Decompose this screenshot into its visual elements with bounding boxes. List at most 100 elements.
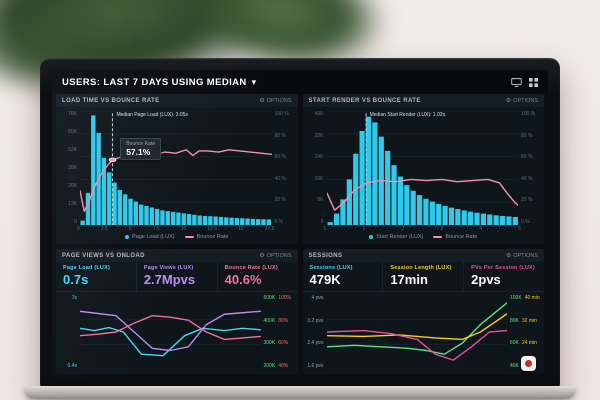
axis-tick: 80% [278,317,289,324]
metric-label: PVs Per Session (LUX) [471,265,535,271]
axis-tick: 200K [263,362,276,369]
y-axis-right: 100 % 80 % 60 % 40 % 20 % 0 % [272,111,296,225]
grid-icon[interactable] [529,77,538,87]
axis-tick: 100 % [274,111,289,117]
axis-tick: 3.2 pvs [307,317,324,324]
axis-tick: 8K [317,197,324,204]
axis-tick: 78K [68,111,77,117]
axis-tick: 5 [518,226,521,232]
metric-page-load: Page Load (LUX) 0.7s [56,262,136,291]
axis-tick: 52K [68,147,77,153]
axis-tick: 2.4 pvs [307,340,324,347]
gear-icon: ⚙ [259,98,265,104]
axis-tick: 2 [401,226,405,232]
options-label: OPTIONS [266,97,292,104]
metric-label: Session Length (LUX) [390,265,452,271]
metric-pvs-per-session: PVs Per Session (LUX) 2pvs [463,262,544,291]
metric-bounce-rate: Bounce Rate (LUX) 40.6% [216,262,298,291]
axis-tick-row: 40K [510,363,542,369]
median-annotation: Median Start Render (LUX): 1.02s [369,112,446,118]
legend: Start Render (LUX) Bounce Rate [303,232,545,244]
axis-tick: 2.5 [100,226,108,232]
axis-tick: 5 [128,226,132,232]
bounce-rate-tooltip: Bounce Rate 57.1% [120,138,162,161]
axis-tick: 10 [180,226,187,232]
axis-tick-row: 60K 24 min [510,340,542,346]
plot-area [80,295,261,369]
x-axis: 0 2.5 5 7.5 10 12.5 15 17.5 [77,226,275,232]
options-label: OPTIONS [513,97,538,104]
axis-tick: 60K [510,340,519,347]
options-button[interactable]: ⚙ OPTIONS [506,97,538,105]
panel-title: START RENDER VS BOUNCE RATE [308,97,421,104]
metric-value: 479K [309,272,341,287]
axis-tick: 24 min [521,340,537,347]
axis-tick: 7s [71,295,77,301]
axis-tick: 32 min [521,317,537,324]
axis-tick-row: 300K 60% [264,340,296,346]
y-axis-left: 4 pvs 3.2 pvs 2.4 pvs 1.6 pvs [307,295,327,369]
metric-label: Page Views (LUX) [143,265,194,271]
metric-value: 2pvs [471,272,501,287]
axis-tick: 65K [68,129,77,135]
axis-tick: 1 [362,226,366,232]
axis-tick: 40K [314,111,324,117]
metric-value: 0.7s [63,272,89,287]
axis-tick: 40 % [521,175,533,182]
axis-tick-row: 80K 32 min [510,318,542,324]
median-annotation: Median Page Load (LUX): 3.05s [116,112,188,118]
options-button[interactable]: ⚙ OPTIONS [259,97,292,105]
panel-header: SESSIONS ⚙ OPTIONS [302,249,544,262]
display-icon[interactable] [511,77,522,87]
panel-page-views-vs-onload: PAGE VIEWS VS ONLOAD ⚙ OPTIONS Page Load … [56,249,298,374]
axis-tick: 80 % [521,132,533,139]
y-axis-right: 100K 40 min 80K 32 min 60K 24 min 40K [507,295,542,369]
laptop: USERS: LAST 7 DAYS USING MEDIAN ▾ LOAD T… [40,58,560,388]
chevron-down-icon[interactable]: ▾ [251,76,257,87]
legend-line-icon [184,236,194,238]
legend-label: Bounce Rate [196,234,229,240]
page-views-chart [80,295,261,369]
panel-load-time-vs-bounce: LOAD TIME VS BOUNCE RATE ⚙ OPTIONS 78K 65K… [56,94,298,244]
metric-strip: Sessions (LUX) 479K Session Length (LUX)… [302,262,544,292]
legend-line-icon [433,236,443,238]
axis-tick: 16K [314,175,324,182]
axis-tick: 80 % [274,132,286,139]
plot-area: Median Page Load (LUX): 3.05s Bounce Rat… [80,111,272,225]
options-label: OPTIONS [513,252,538,259]
metric-value: 17min [390,272,428,287]
legend-label: Bounce Rate [445,234,478,240]
plot-area [327,295,508,369]
axis-tick: 20 % [521,197,533,204]
axis-tick: 1.6 pvs [307,362,324,369]
load-time-chart [80,111,272,225]
legend-label: Start Render (LUX) [376,234,424,240]
options-label: OPTIONS [266,252,292,259]
axis-tick-row: 100K 40 min [510,295,542,301]
axis-tick: 40K [510,362,519,369]
laptop-base [24,386,576,399]
axis-tick: 40 min [524,295,540,301]
axis-tick: 26K [68,183,77,189]
axis-tick: 500K [263,295,276,301]
axis-tick: 0 [320,218,324,225]
x-axis: 0 1 2 3 4 5 [324,226,522,232]
chat-launcher-button[interactable] [521,356,536,371]
axis-tick-row: 200K 40% [264,363,296,369]
dashboard-grid: LOAD TIME VS BOUNCE RATE ⚙ OPTIONS 78K 65K… [56,94,544,374]
panel-title: SESSIONS [308,252,343,259]
axis-tick: 12.5 [207,226,218,232]
panel-title: LOAD TIME VS BOUNCE RATE [62,97,160,104]
options-button[interactable]: ⚙ OPTIONS [259,252,292,260]
legend: Page Load (LUX) Bounce Rate [56,232,298,244]
metric-label: Bounce Rate (LUX) [224,265,278,271]
plot-area: Median Start Render (LUX): 1.02s [327,111,519,225]
axis-tick: 0 % [521,218,530,225]
axis-tick: 4 [479,226,483,232]
axis-tick: 0 [77,226,80,232]
panel-header: PAGE VIEWS VS ONLOAD ⚙ OPTIONS [56,249,298,262]
options-button[interactable]: ⚙ OPTIONS [506,252,538,260]
axis-tick: 300K [263,340,276,347]
legend-label: Page Load (LUX) [132,234,175,240]
sessions-chart [327,295,508,369]
